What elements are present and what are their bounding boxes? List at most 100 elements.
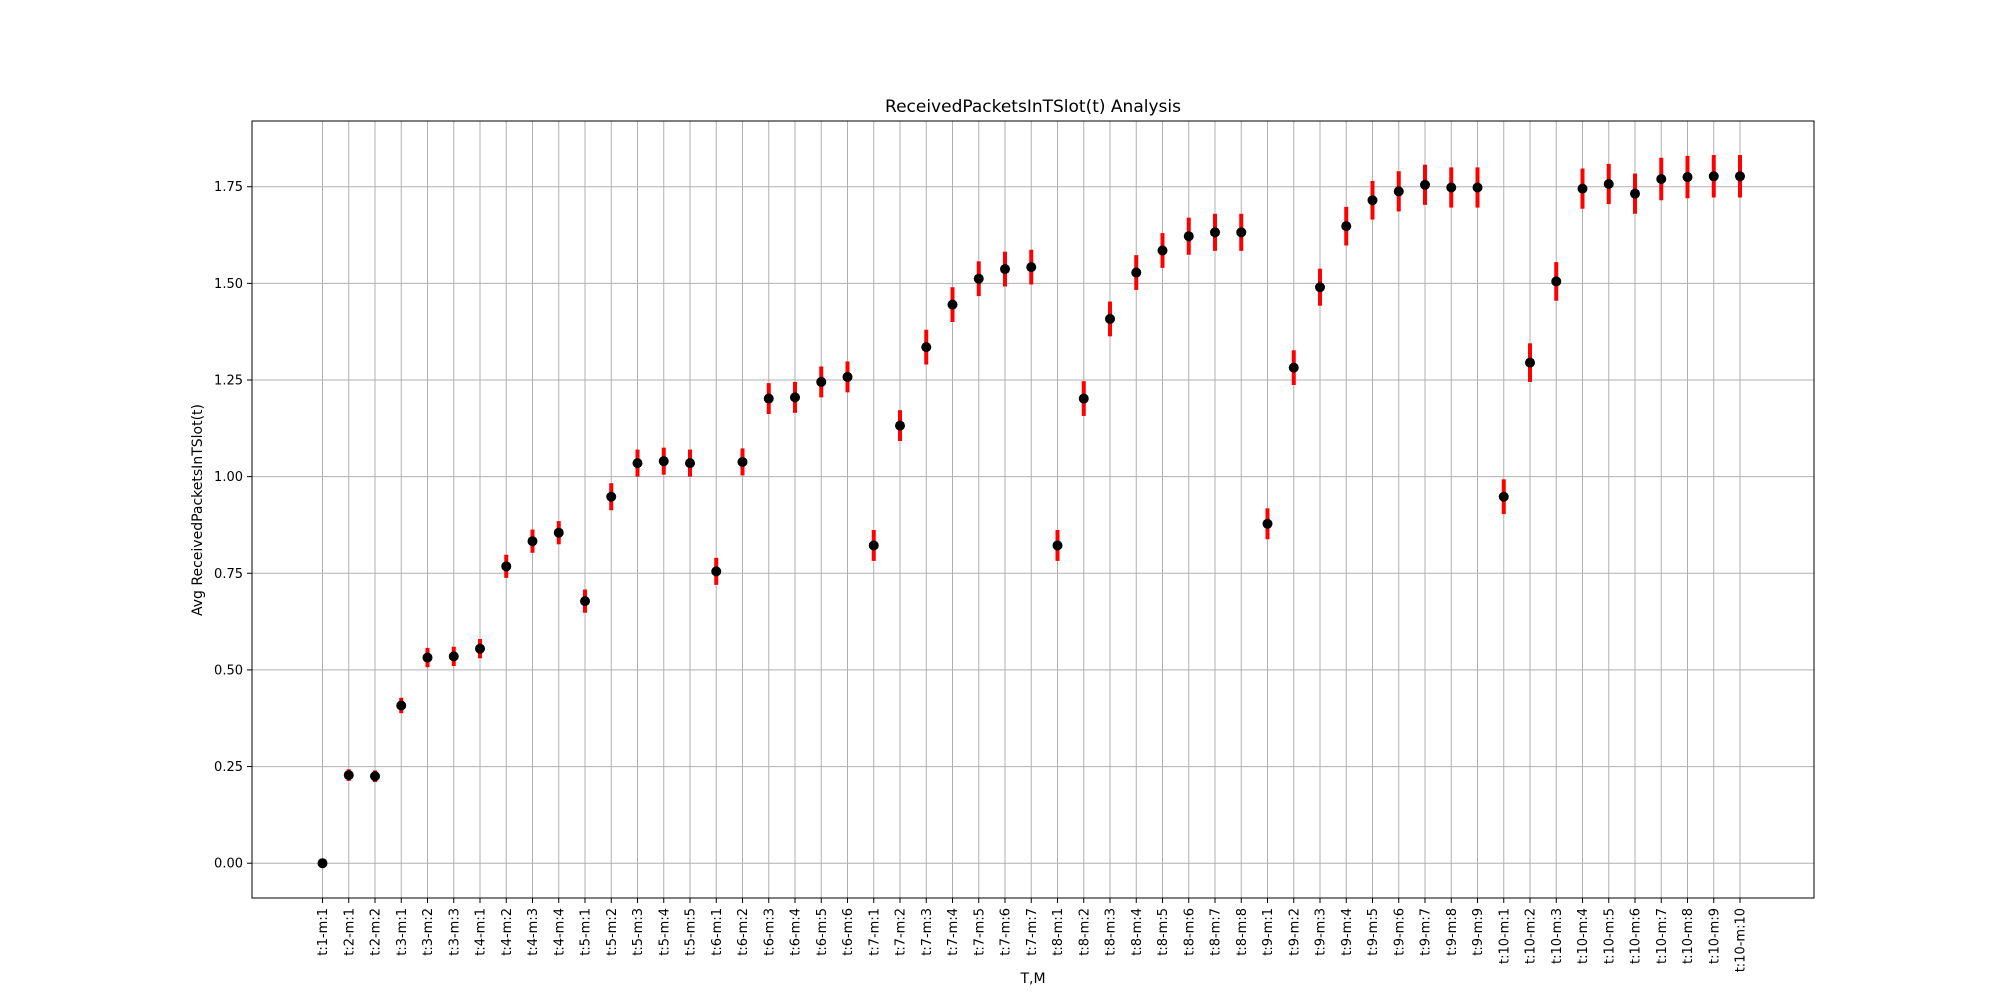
x-tick-label: t:10-m:4 [1576,908,1591,964]
y-tick-label: 1.25 [214,374,243,389]
x-tick-label: t:8-m:3 [1104,908,1119,956]
x-axis-ticks: t:1-m:1 t:2-m:1 t:2-m:2 t:3-m:1 t:3-m:2 t:3-m… [316,898,1749,972]
x-tick-label: t:9-m:9 [1471,908,1486,956]
x-tick-label: t:10-m:8 [1681,908,1696,964]
data-point [1551,276,1562,287]
data-point [580,596,590,607]
x-tick-label: t:10-m:1 [1497,908,1512,964]
x-tick-label: t:10-m:2 [1524,908,1539,964]
x-tick-label: t:6-m:2 [736,908,751,956]
x-tick-label: t:4-m:3 [526,908,541,956]
x-tick-label: t:8-m:4 [1130,908,1145,956]
data-point [895,420,905,431]
x-tick-label: t:6-m:1 [710,908,725,956]
data-point [1656,173,1667,184]
x-tick-label: t:2-m:2 [369,908,384,956]
data-point [1078,393,1089,404]
x-tick-label: t:7-m:7 [1025,908,1040,956]
x-tick-label: t:5-m:5 [684,908,699,956]
data-point [1708,171,1719,182]
data-point [422,652,433,663]
x-tick-label: t:10-m:6 [1629,908,1644,964]
x-tick-label: t:10-m:5 [1602,908,1617,964]
data-point [1525,357,1535,368]
data-point [790,392,800,403]
data-point [317,858,328,869]
x-tick-label: t:9-m:4 [1340,908,1355,956]
data-point [1105,313,1115,324]
x-tick-label: t:10-m:10 [1734,908,1749,972]
data-point [1498,491,1509,502]
x-tick-label: t:10-m:7 [1655,908,1670,964]
data-point [1026,262,1037,273]
data-point [1577,183,1588,194]
data-point [475,643,485,654]
data-point [370,771,380,782]
x-tick-label: t:9-m:8 [1445,908,1460,956]
data-point [947,299,958,310]
y-tick-label: 1.50 [214,277,243,292]
x-tick-label: t:10-m:9 [1707,908,1722,964]
data-point [711,566,722,577]
data-point [737,456,748,467]
x-tick-label: t:6-m:5 [815,908,830,956]
data-point [1341,221,1352,232]
data-point [632,458,643,469]
data-point [1630,188,1640,199]
data-point [1052,540,1063,551]
x-tick-label: t:9-m:1 [1261,908,1276,956]
x-tick-label: t:7-m:6 [999,908,1014,956]
data-point [501,561,512,572]
x-tick-label: t:7-m:2 [894,908,909,956]
data-point [842,371,853,382]
data-point [973,273,984,284]
x-tick-label: t:1-m:1 [316,908,331,956]
x-tick-label: t:4-m:2 [500,908,515,956]
y-tick-label: 1.75 [214,180,243,195]
data-point [685,458,695,469]
x-tick-label: t:8-m:8 [1235,908,1250,956]
data-point [606,491,617,502]
x-tick-label: t:8-m:6 [1182,908,1197,956]
data-point [1236,227,1247,238]
data-point [1315,282,1325,293]
data-point [1157,245,1168,256]
data-point [1393,186,1404,197]
x-tick-label: t:10-m:3 [1550,908,1565,964]
y-axis-ticks: 0.00 0.25 0.50 0.75 1.00 1.25 1.50 1.75 [214,180,252,872]
x-tick-label: t:4-m:4 [552,908,567,956]
x-tick-label: t:9-m:6 [1392,908,1407,956]
data-point [527,536,538,547]
x-tick-label: t:3-m:1 [395,908,410,956]
data-point [1131,267,1142,278]
y-tick-label: 0.00 [214,857,243,872]
x-tick-label: t:5-m:4 [657,908,672,956]
x-tick-label: t:9-m:2 [1287,908,1302,956]
x-tick-label: t:9-m:5 [1366,908,1381,956]
data-point [1210,227,1220,238]
data-point [1183,231,1194,242]
data-point [921,342,932,353]
x-tick-label: t:9-m:3 [1314,908,1329,956]
x-tick-label: t:8-m:1 [1051,908,1066,956]
data-point [658,456,669,467]
x-tick-label: t:6-m:6 [841,908,856,956]
x-tick-label: t:5-m:3 [631,908,646,956]
x-tick-label: t:5-m:1 [579,908,594,956]
data-point [1000,264,1010,275]
grid [252,121,1814,898]
data-point [343,770,354,781]
x-tick-label: t:6-m:3 [762,908,777,956]
y-tick-label: 1.00 [214,470,243,485]
x-tick-label: t:2-m:1 [342,908,357,956]
x-tick-label: t:5-m:2 [605,908,620,956]
y-axis-label: Avg ReceivedPacketsInTSlot(t) [190,404,206,616]
y-tick-label: 0.50 [214,663,243,678]
chart-title: ReceivedPacketsInTSlot(t) Analysis [885,97,1181,117]
data-point [1420,179,1430,190]
data-point [1446,182,1457,193]
x-tick-label: t:3-m:3 [447,908,462,956]
x-tick-label: t:3-m:2 [421,908,436,956]
